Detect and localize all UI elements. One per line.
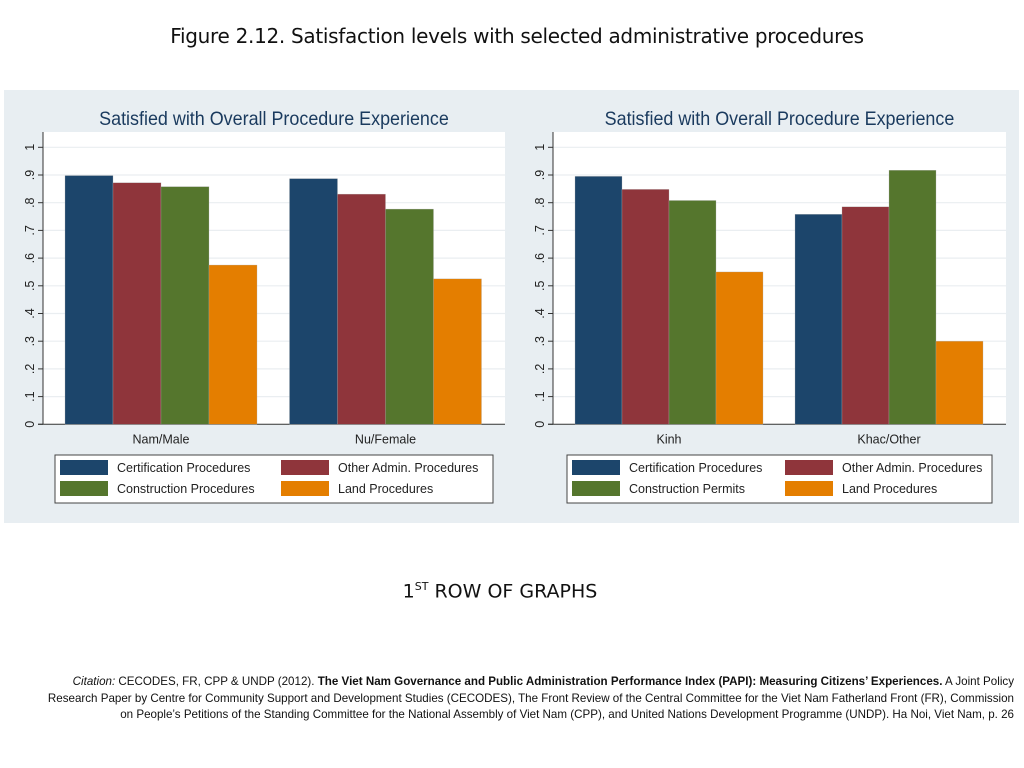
- citation-authors: CECODES, FR, CPP & UNDP (2012).: [115, 675, 318, 688]
- legend-swatch: [60, 460, 108, 475]
- x-tick-label: Khac/Other: [857, 432, 920, 446]
- y-tick-label: .1: [23, 391, 37, 401]
- bar-certification-procedures-nu-female: [289, 178, 338, 425]
- legend-label: Other Admin. Procedures: [842, 461, 982, 475]
- chart-title: Satisfied with Overall Procedure Experie…: [99, 107, 449, 129]
- y-tick-label: 0: [23, 421, 37, 428]
- citation-title: The Viet Nam Governance and Public Admin…: [317, 675, 943, 688]
- legend-label: Certification Procedures: [629, 461, 762, 475]
- chart-title: Satisfied with Overall Procedure Experie…: [605, 107, 955, 129]
- bar-other-admin-procedures-kinh: [621, 189, 670, 425]
- y-tick-label: .5: [23, 281, 37, 291]
- bar-construction-procedures-nam-male: [160, 186, 210, 425]
- y-tick-label: 1: [533, 144, 547, 151]
- bar-construction-permits-kinh: [668, 200, 717, 425]
- y-tick-label: 0: [533, 421, 547, 428]
- legend-swatch: [281, 460, 329, 475]
- row-caption: 1ST ROW OF GRAPHS: [0, 580, 1000, 602]
- bar-certification-procedures-kinh: [574, 176, 623, 425]
- y-tick-label: .4: [533, 308, 547, 318]
- y-tick-label: 1: [23, 144, 37, 151]
- chart-ethnicity: Satisfied with Overall Procedure Experie…: [533, 107, 1006, 504]
- legend-box: [54, 454, 494, 504]
- legend-label: Other Admin. Procedures: [338, 461, 478, 475]
- row-caption-text: ROW OF GRAPHS: [428, 580, 598, 603]
- bar-construction-permits-khac-other: [888, 170, 937, 425]
- citation-details: A Joint Policy Research Paper by Centre …: [47, 675, 1014, 721]
- figure-title: Figure 2.12. Satisfaction levels with se…: [170, 24, 864, 48]
- y-tick-label: .3: [533, 336, 547, 346]
- y-tick-label: .8: [533, 197, 547, 207]
- y-tick-label: .5: [533, 281, 547, 291]
- legend-swatch: [785, 460, 833, 475]
- legend-label: Land Procedures: [842, 482, 937, 496]
- y-tick-label: .2: [23, 364, 37, 374]
- legend-swatch: [281, 481, 329, 496]
- bar-land-procedures-kinh: [715, 271, 764, 425]
- y-tick-label: .7: [533, 225, 547, 235]
- citation: Citation: CECODES, FR, CPP & UNDP (2012)…: [40, 674, 1014, 724]
- y-tick-label: .7: [23, 225, 37, 235]
- y-tick-label: .9: [23, 170, 37, 180]
- y-tick-label: .4: [23, 308, 37, 318]
- x-tick-label: Nu/Female: [355, 432, 416, 446]
- legend-swatch: [572, 460, 620, 475]
- legend-swatch: [785, 481, 833, 496]
- legend-label: Construction Permits: [629, 482, 745, 496]
- y-tick-label: .9: [533, 170, 547, 180]
- legend-box: [566, 454, 993, 504]
- bar-certification-procedures-khac-other: [794, 214, 843, 425]
- bar-certification-procedures-nam-male: [64, 175, 114, 425]
- bar-other-admin-procedures-khac-other: [841, 206, 890, 425]
- x-tick-label: Nam/Male: [133, 432, 190, 446]
- row-caption-number: 1: [402, 580, 415, 603]
- legend-label: Construction Procedures: [117, 482, 255, 496]
- bar-land-procedures-nu-female: [433, 278, 482, 425]
- x-tick-label: Kinh: [656, 432, 681, 446]
- bar-construction-procedures-nu-female: [385, 208, 434, 425]
- y-tick-label: .3: [23, 336, 37, 346]
- legend-label: Certification Procedures: [117, 461, 250, 475]
- bar-other-admin-procedures-nam-male: [112, 182, 162, 425]
- y-tick-label: .2: [533, 364, 547, 374]
- row-caption-superscript: ST: [414, 580, 429, 593]
- bar-land-procedures-khac-other: [935, 341, 984, 425]
- chart-gender: Satisfied with Overall Procedure Experie…: [23, 107, 505, 504]
- y-tick-label: .6: [533, 253, 547, 263]
- y-tick-label: .1: [533, 391, 547, 401]
- legend-swatch: [572, 481, 620, 496]
- bar-land-procedures-nam-male: [208, 264, 258, 425]
- legend-label: Land Procedures: [338, 482, 433, 496]
- bar-other-admin-procedures-nu-female: [337, 193, 386, 425]
- y-tick-label: .8: [23, 197, 37, 207]
- citation-lead: Citation:: [72, 675, 116, 688]
- legend-swatch: [60, 481, 108, 496]
- y-tick-label: .6: [23, 253, 37, 263]
